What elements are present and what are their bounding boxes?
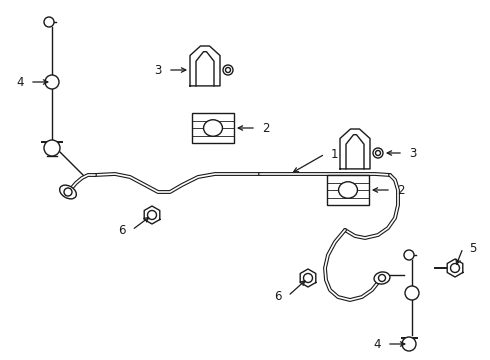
Text: 6: 6 [119,224,126,237]
Polygon shape [300,269,316,287]
Circle shape [378,274,386,282]
Ellipse shape [203,120,222,136]
Circle shape [373,148,383,158]
Ellipse shape [339,182,357,198]
Text: 4: 4 [373,338,381,351]
Circle shape [450,264,460,273]
Bar [327,175,369,205]
Circle shape [44,140,60,156]
Circle shape [405,286,419,300]
Ellipse shape [374,272,390,284]
Text: 3: 3 [155,63,162,77]
Ellipse shape [60,185,76,199]
Text: 1: 1 [331,148,339,161]
Text: 5: 5 [469,242,476,255]
Text: 6: 6 [274,289,282,302]
Text: 4: 4 [17,76,24,89]
Polygon shape [190,46,220,86]
Circle shape [223,65,233,75]
Circle shape [303,274,313,283]
Text: 3: 3 [409,147,416,159]
Circle shape [375,150,381,156]
Polygon shape [340,129,370,169]
Text: 2: 2 [262,122,270,135]
Bar [192,113,234,143]
Circle shape [402,337,416,351]
Circle shape [147,211,156,220]
Circle shape [45,75,59,89]
Circle shape [225,68,230,72]
Polygon shape [447,259,463,277]
Text: 2: 2 [397,184,405,197]
Circle shape [404,250,414,260]
Circle shape [44,17,54,27]
Circle shape [64,188,72,196]
Polygon shape [144,206,160,224]
